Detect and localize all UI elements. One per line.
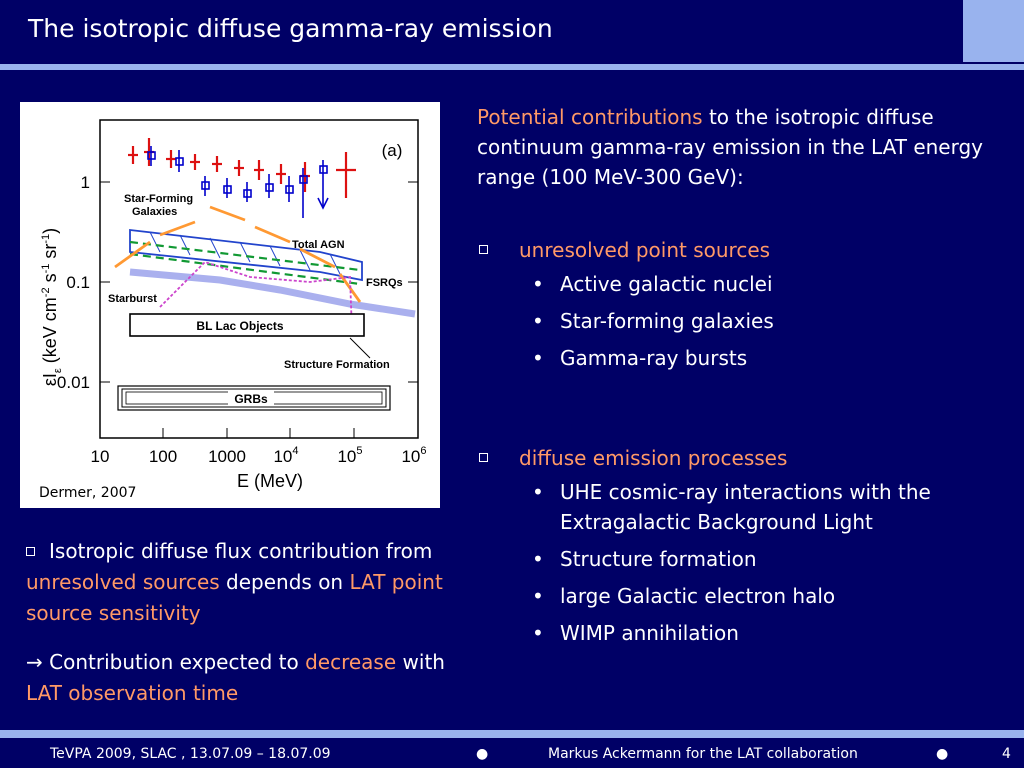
data-points-red (128, 138, 356, 198)
footer-conference: TeVPA 2009, SLAC , 13.07.09 – 18.07.09 (50, 746, 331, 762)
starburst-curve (114, 220, 196, 269)
list-item: • large Galactic electron halo (532, 584, 836, 608)
fsrqs-label: FSRQs (366, 277, 403, 289)
list-item: • Star-forming galaxies (532, 309, 774, 333)
group-heading: diffuse emission processes (519, 446, 788, 470)
bl-lac-label: BL Lac Objects (196, 319, 283, 333)
x-tick-label: 10 (91, 447, 110, 466)
note-observation-time: → Contribution expected to decrease with… (26, 650, 445, 705)
list-item: • Gamma-ray bursts (532, 346, 748, 370)
arrow-right-icon: → (26, 650, 43, 674)
star-forming-curve (209, 205, 362, 303)
footer-separator: ● (936, 746, 949, 762)
y-tick-label: 0.1 (66, 273, 90, 292)
figure-caption: Dermer, 2007 (39, 485, 137, 501)
footer-author: Markus Ackermann for the LAT collaborati… (548, 746, 858, 762)
list-item: • Active galactic nuclei (532, 272, 773, 296)
data-points-blue (147, 146, 329, 218)
note-sensitivity: Isotropic diffuse flux contribution from… (26, 539, 443, 625)
x-tick-label-1e4: 104 (273, 445, 298, 466)
group-diffuse-processes: diffuse emission processes (477, 443, 1007, 473)
list-item: • WIMP annihilation (532, 621, 739, 645)
diffuse-process-list: • UHE cosmic-ray interactions with the Ex… (477, 477, 1007, 648)
square-bullet-icon (479, 245, 488, 254)
group-point-sources: unresolved point sources (477, 235, 1007, 265)
title-divider (0, 64, 1024, 70)
x-tick-label: 100 (149, 447, 177, 466)
panel-label: (a) (382, 141, 403, 160)
title-bar: The isotropic diffuse gamma-ray emission (0, 0, 962, 62)
point-source-list: • Active galactic nuclei • Star-forming ga… (477, 269, 1007, 373)
grb-box (117, 385, 391, 411)
intro-paragraph: Potential contributions to the isotropic… (477, 105, 984, 189)
right-column: Potential contributions to the isotropic… (477, 102, 1007, 655)
left-notes: Isotropic diffuse flux contribution from… (26, 536, 456, 727)
y-tick-label: 1 (81, 173, 90, 192)
structure-formation-label: Structure Formation (284, 359, 390, 371)
footer-divider (0, 730, 1024, 738)
slide-title: The isotropic diffuse gamma-ray emission (28, 14, 553, 43)
bl-lac-box (129, 313, 365, 337)
plot-frame (99, 119, 419, 439)
group-heading: unresolved point sources (519, 238, 771, 262)
structure-formation-curve (159, 260, 353, 333)
total-agn-envelope (129, 228, 363, 282)
star-forming-label-1: Star-Forming (124, 193, 193, 205)
y-axis-title: εIε (keV cm-2 s-1 sr-1) (40, 228, 64, 386)
x-axis-title: E (MeV) (237, 471, 303, 491)
spectrum-figure: 1 0.1 0.01 10 100 1000 104 105 106 E (Me… (40, 119, 427, 491)
grbs-label: GRBs (234, 392, 268, 406)
square-bullet-icon (479, 453, 488, 462)
list-item: • UHE cosmic-ray interactions with the Ex… (532, 480, 931, 534)
x-tick-label: 1000 (208, 447, 246, 466)
total-agn-label: Total AGN (292, 239, 345, 251)
starburst-label: Starburst (108, 293, 157, 305)
footer-separator: ● (476, 746, 489, 762)
figure-panel: 1 0.1 0.01 10 100 1000 104 105 106 E (Me… (20, 102, 440, 508)
star-forming-label-2: Galaxies (132, 206, 177, 218)
page-number: 4 (1002, 746, 1011, 762)
x-tick-label-1e6: 106 (401, 445, 426, 466)
footer: TeVPA 2009, SLAC , 13.07.09 – 18.07.09 ●… (0, 738, 1024, 768)
x-tick-label-1e5: 105 (337, 445, 362, 466)
square-bullet-icon (26, 547, 35, 556)
title-corner-block (963, 0, 1024, 62)
y-tick-label: 0.01 (57, 373, 90, 392)
list-item: • Structure formation (532, 547, 757, 571)
